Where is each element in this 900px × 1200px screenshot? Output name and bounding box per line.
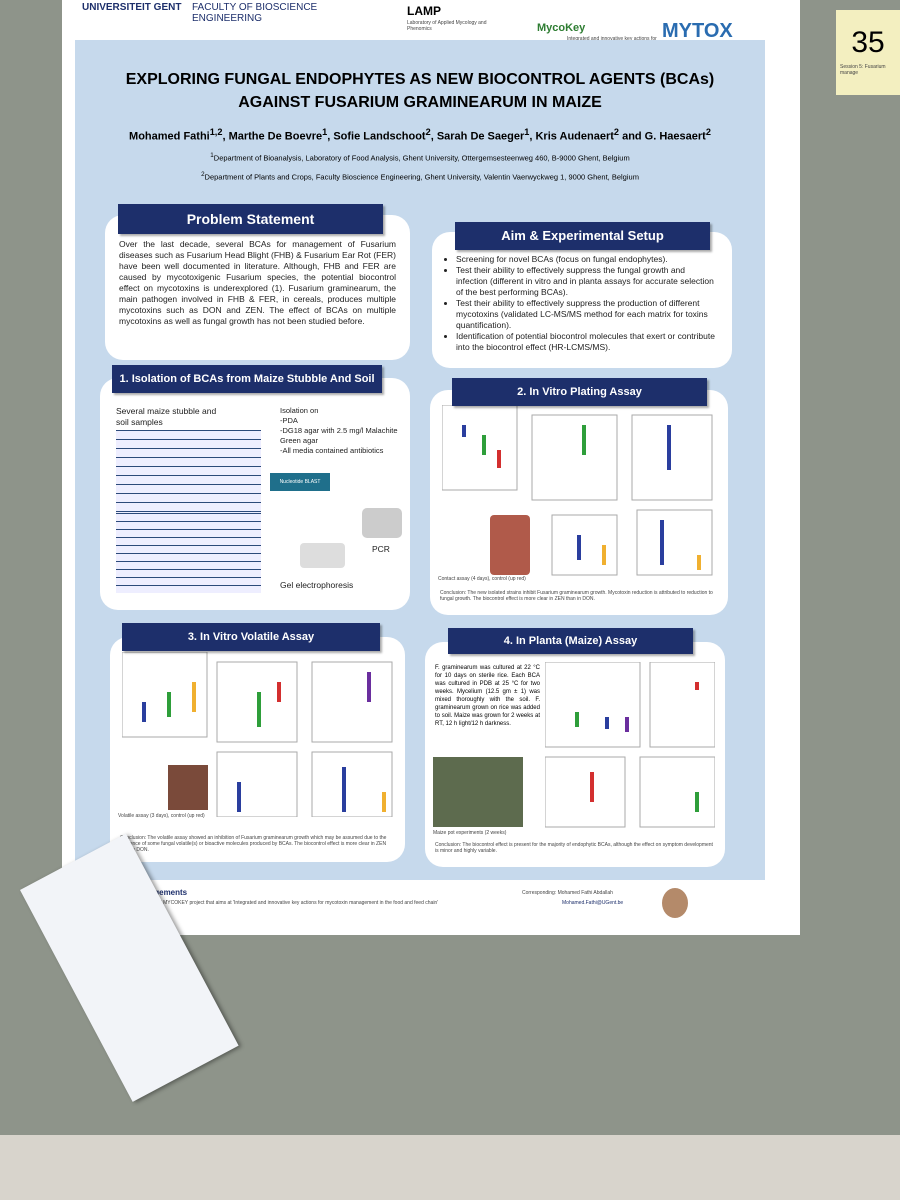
- author: , Marthe De Boevre: [222, 130, 323, 143]
- isolation-line: Isolation on: [280, 406, 319, 415]
- charts: [545, 662, 715, 828]
- author-sup: 1,2: [209, 127, 223, 137]
- author-sup: 1: [524, 127, 530, 137]
- poster: UNIVERSITEIT GENT FACULTY OF BIOSCIENCE …: [62, 0, 800, 935]
- photo: [168, 765, 208, 810]
- logo: UNIVERSITEIT GENT: [82, 2, 182, 13]
- conclusion: Conclusion: The volatile assay showed an…: [120, 835, 387, 853]
- section2-box: Contact assay (4 days), control (up red)…: [430, 390, 728, 615]
- aim-bullet: Screening for novel BCAs (focus on funga…: [456, 254, 718, 265]
- problem-text: Over the last decade, several BCAs for m…: [119, 239, 396, 326]
- aff-text: Department of Bioanalysis, Laboratory of…: [213, 153, 630, 163]
- author: and G. Haesaert: [619, 130, 706, 143]
- aim-list: Screening for novel BCAs (focus on funga…: [432, 232, 732, 353]
- heading: Problem Statement: [118, 204, 383, 234]
- logo: LAMP: [407, 4, 441, 18]
- blast: Nucleotide BLAST: [270, 473, 330, 491]
- text: F. graminearum was cultured at 22 °C for…: [435, 665, 540, 727]
- logo: MycoKey: [537, 22, 586, 34]
- title-line: EXPLORING FUNGAL ENDOPHYTES AS NEW BIOCO…: [125, 71, 715, 88]
- email: Mohamed.Fathi@UGent.be: [562, 900, 624, 906]
- affiliation: 1Department of Bioanalysis, Laboratory o…: [75, 148, 765, 167]
- portrait: [662, 888, 688, 918]
- aim-bullet: Test their ability to effectively suppre…: [456, 298, 718, 331]
- problem-box: Over the last decade, several BCAs for m…: [105, 215, 410, 360]
- aff-text: Department of Plants and Crops, Faculty …: [204, 172, 639, 181]
- author-sup: 2: [705, 127, 711, 137]
- logo-sub: Laboratory of Applied Mycology and Pheno…: [407, 20, 487, 32]
- aff-sup: 2: [201, 170, 205, 178]
- author: , Sofie Landschoot: [327, 130, 426, 143]
- text: Several maize stubble and soil samples: [116, 406, 217, 427]
- isolation-line: -All media contained antibiotics: [280, 446, 384, 455]
- author-sup: 1: [322, 127, 328, 137]
- title: EXPLORING FUNGAL ENDOPHYTES AS NEW BIOCO…: [75, 68, 765, 114]
- heading: 3. In Vitro Volatile Assay: [122, 623, 380, 651]
- card-number: 35: [851, 26, 885, 59]
- author: , Kris Audenaert: [529, 130, 614, 143]
- caption: Volatile assay (3 days), control (up red…: [118, 813, 205, 819]
- author-sup: 2: [613, 127, 620, 137]
- logo: MYTOX: [662, 20, 733, 42]
- caption: Maize pot experiments (2 weeks): [433, 830, 507, 836]
- aim-box: Screening for novel BCAs (focus on funga…: [432, 232, 732, 368]
- board-card: 35 Session 5: Fusarium manage: [836, 10, 900, 95]
- isolation-line: -PDA: [280, 416, 298, 425]
- card-caption: Session 5: Fusarium manage: [840, 64, 886, 76]
- ack-text: The project is a part of MYCOKEY project…: [112, 900, 439, 906]
- section3-box: Volatile assay (3 days), control (up red…: [110, 637, 405, 862]
- section4-box: F. graminearum was cultured at 22 °C for…: [425, 642, 725, 867]
- aim-bullet: Test their ability to effectively suppre…: [456, 265, 718, 298]
- charts: [122, 652, 393, 817]
- affiliations: 1Department of Bioanalysis, Laboratory o…: [75, 148, 765, 185]
- aim-bullet: Identification of potential biocontrol m…: [456, 331, 718, 353]
- logo: FACULTY OF BIOSCIENCE ENGINEERING: [192, 2, 318, 24]
- author: Mohamed Fathi: [129, 130, 210, 143]
- contact: Corresponding: Mohamed Fathi Abdallah: [522, 890, 613, 896]
- heading: Aim & Experimental Setup: [455, 222, 710, 250]
- conclusion: Conclusion: The biocontrol effect is pre…: [435, 842, 713, 854]
- title-line: AGAINST FUSARIUM GRAMINEARUM IN MAIZE: [238, 94, 602, 111]
- isolation-line: -DG18 agar with 2.5 mg/l Malachite Green…: [280, 426, 398, 445]
- text: PCR: [372, 544, 390, 554]
- heading: 2. In Vitro Plating Assay: [452, 378, 707, 406]
- photo: [490, 515, 530, 575]
- aff-sup: 1: [210, 152, 214, 159]
- conclusion: Conclusion: The new isolated strains inh…: [440, 590, 713, 602]
- strain-table: [116, 513, 261, 593]
- gel-icon: [300, 543, 345, 568]
- strain-table: [116, 430, 261, 520]
- heading: 1. Isolation of BCAs from Maize Stubble …: [112, 365, 382, 393]
- charts: [442, 405, 713, 576]
- text: Gel electrophoresis: [280, 580, 354, 590]
- authors: Mohamed Fathi1,2, Marthe De Boevre1, Sof…: [75, 127, 765, 143]
- section1-box: Several maize stubble and soil samples I…: [100, 378, 410, 610]
- author: , Sarah De Saeger: [430, 130, 525, 143]
- photo: [433, 757, 523, 827]
- floor: [0, 1135, 900, 1200]
- affiliation: 2Department of Plants and Crops, Faculty…: [75, 167, 765, 186]
- author-sup: 2: [425, 127, 431, 137]
- isolation: Isolation on -PDA -DG18 agar with 2.5 mg/l…: [280, 406, 400, 456]
- caption: Contact assay (4 days), control (up red): [438, 576, 526, 582]
- pcr-icon: [362, 508, 402, 538]
- heading: 4. In Planta (Maize) Assay: [448, 628, 693, 654]
